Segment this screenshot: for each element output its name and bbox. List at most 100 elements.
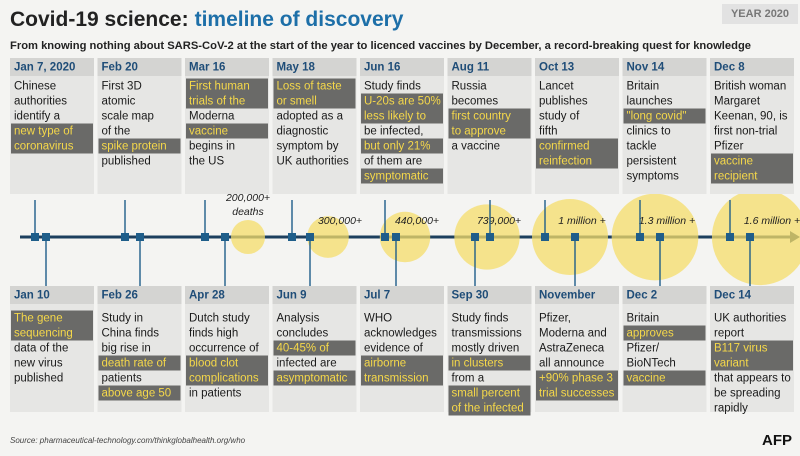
event-text: Pfizer, bbox=[539, 313, 571, 325]
event-panel bbox=[360, 286, 444, 412]
highlight bbox=[98, 138, 181, 154]
death-bubble bbox=[307, 216, 349, 258]
event-text: be spreading bbox=[714, 388, 781, 400]
subtitle: From knowing nothing about SARS-CoV-2 at… bbox=[10, 40, 751, 52]
event-text: in clusters bbox=[452, 358, 504, 370]
highlight bbox=[186, 93, 268, 109]
highlight bbox=[623, 108, 706, 124]
event-text: coronavirus bbox=[14, 141, 74, 153]
event-marker bbox=[136, 233, 144, 241]
event-text: of them are bbox=[364, 156, 422, 168]
logo: AFP bbox=[762, 432, 792, 449]
event-text: the US bbox=[189, 156, 224, 168]
event-text: mostly driven bbox=[452, 343, 520, 355]
title-accent: timeline of discovery bbox=[195, 8, 404, 31]
event-text: variant bbox=[714, 358, 749, 370]
event-text: new virus bbox=[14, 358, 63, 370]
event-text: all announce bbox=[539, 358, 604, 370]
highlight bbox=[536, 138, 618, 154]
death-label: deaths bbox=[232, 206, 264, 218]
highlight bbox=[186, 370, 268, 386]
event-text: scale map bbox=[102, 111, 154, 123]
event-text: Keenan, 90, is bbox=[714, 111, 788, 123]
date-box bbox=[622, 286, 707, 304]
event-text: Chinese bbox=[14, 81, 56, 93]
event-marker bbox=[121, 233, 129, 241]
title-main: Covid-19 science: bbox=[10, 8, 189, 31]
event-date: Jul 7 bbox=[364, 290, 390, 302]
highlight bbox=[448, 108, 531, 124]
event-date: Jan 10 bbox=[14, 290, 50, 302]
event-text: less likely to bbox=[364, 111, 426, 123]
event-text: Margaret bbox=[714, 96, 761, 108]
highlight bbox=[186, 355, 268, 371]
highlight bbox=[361, 168, 443, 184]
death-bubble bbox=[231, 220, 265, 254]
highlight bbox=[273, 370, 356, 386]
highlight bbox=[623, 325, 706, 341]
event-text: blood clot bbox=[189, 358, 239, 370]
event-text: The gene bbox=[14, 313, 63, 325]
event-text: UK authorities bbox=[714, 313, 786, 325]
event-text: data of the bbox=[14, 343, 68, 355]
event-date: Jun 16 bbox=[364, 62, 400, 74]
event-text: persistent bbox=[627, 156, 678, 168]
event-text: Loss of taste bbox=[277, 81, 342, 93]
event-text: from a bbox=[452, 373, 485, 385]
date-box bbox=[10, 286, 94, 304]
event-text: First 3D bbox=[102, 81, 142, 93]
highlight bbox=[361, 138, 443, 154]
event-date: Apr 28 bbox=[189, 290, 225, 302]
event-panel bbox=[535, 58, 619, 194]
highlight bbox=[186, 78, 268, 94]
event-panel bbox=[622, 286, 707, 412]
date-box bbox=[535, 58, 619, 76]
event-text: clinics to bbox=[627, 126, 671, 138]
event-marker bbox=[42, 233, 50, 241]
highlight bbox=[11, 325, 93, 341]
event-date: Oct 13 bbox=[539, 62, 574, 74]
event-text: that appears to bbox=[714, 373, 791, 385]
date-box bbox=[710, 58, 794, 76]
event-text: trial successes bbox=[539, 388, 615, 400]
death-bubble bbox=[711, 188, 800, 286]
event-text: approves bbox=[627, 328, 675, 340]
event-date: November bbox=[539, 290, 596, 302]
event-date: Dec 14 bbox=[714, 290, 752, 302]
highlight bbox=[711, 153, 793, 169]
event-text: Russia bbox=[452, 81, 488, 93]
event-marker bbox=[746, 233, 754, 241]
date-box bbox=[10, 58, 94, 76]
event-date: Feb 26 bbox=[102, 290, 138, 302]
highlight bbox=[361, 93, 443, 109]
event-text: UK authorities bbox=[277, 156, 349, 168]
event-text: but only 21% bbox=[364, 141, 431, 153]
event-text: small percent bbox=[452, 388, 521, 400]
event-text: to approve bbox=[452, 126, 506, 138]
event-date: Jun 9 bbox=[277, 290, 307, 302]
event-text: Dutch study bbox=[189, 313, 250, 325]
event-text: concludes bbox=[277, 328, 329, 340]
event-text: occurrence of bbox=[189, 343, 259, 355]
event-text: or smell bbox=[277, 96, 317, 108]
event-text: acknowledges bbox=[364, 328, 437, 340]
highlight bbox=[98, 385, 181, 401]
highlight bbox=[448, 385, 531, 401]
date-box bbox=[360, 58, 444, 76]
event-marker bbox=[392, 233, 400, 241]
event-text: 40-45% of bbox=[277, 343, 330, 355]
event-marker bbox=[486, 233, 494, 241]
event-text: in patients bbox=[189, 388, 242, 400]
event-text: U-20s are 50% bbox=[364, 96, 441, 108]
date-box bbox=[185, 58, 269, 76]
event-text: sequencing bbox=[14, 328, 73, 340]
event-marker bbox=[726, 233, 734, 241]
event-marker bbox=[656, 233, 664, 241]
event-text: +90% phase 3 bbox=[539, 373, 613, 385]
event-text: atomic bbox=[102, 96, 136, 108]
event-text: launches bbox=[627, 96, 673, 108]
event-text: study of bbox=[539, 111, 580, 123]
event-text: Moderna bbox=[189, 111, 235, 123]
death-bubble bbox=[532, 199, 608, 275]
